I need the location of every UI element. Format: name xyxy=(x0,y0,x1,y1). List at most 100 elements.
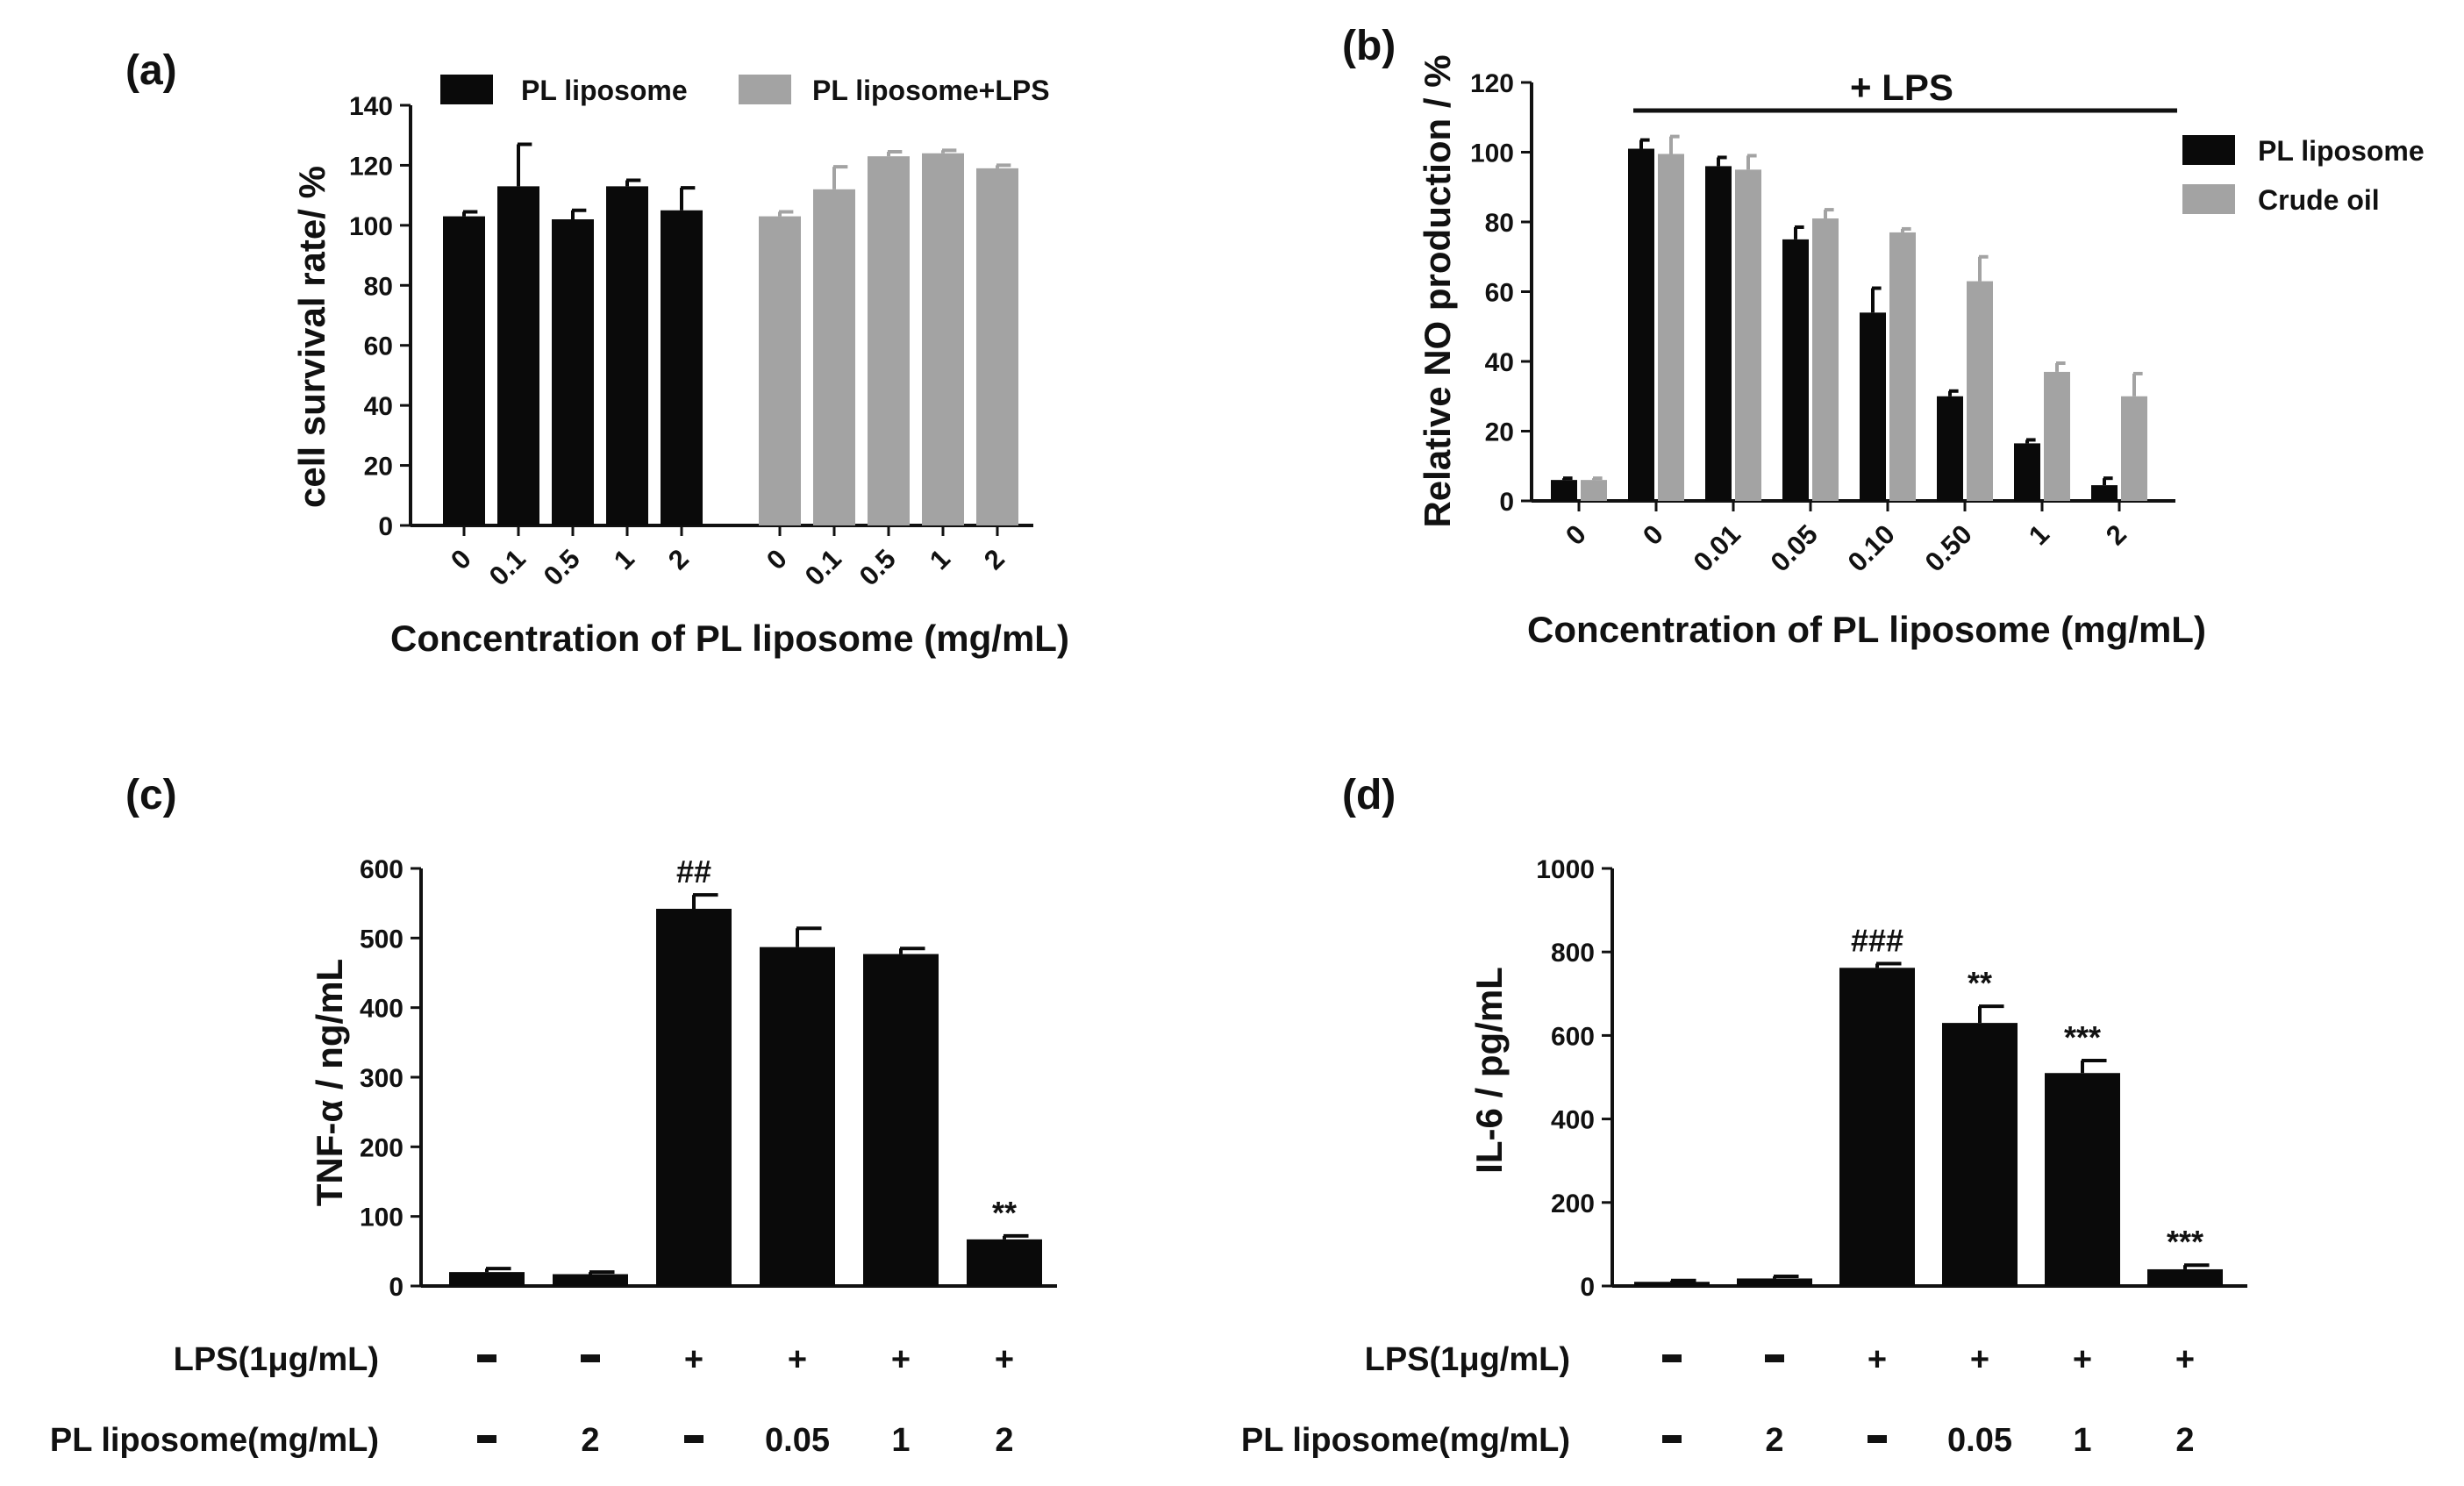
panel-b-bar xyxy=(1782,239,1809,501)
panel-d-significance-label: *** xyxy=(2064,1019,2101,1055)
legend-label-crude-oil: Crude oil xyxy=(2258,184,2380,216)
panel-d-tag: (d) xyxy=(1342,772,1396,818)
panel-b-bar xyxy=(1889,232,1916,501)
panel-d-bar xyxy=(1737,1278,1812,1286)
panel-d-table-cell: + xyxy=(1868,1341,1887,1378)
panel-d-y-tick-label: 800 xyxy=(1551,939,1595,968)
panel-c-y-tick-label: 400 xyxy=(360,995,404,1024)
panel-a-x-tick-label: 0.5 xyxy=(538,543,586,591)
panel-c-y-tick-label: 300 xyxy=(360,1064,404,1093)
panel-b-x-tick-label: 1 xyxy=(2023,518,2055,551)
panel-c-bar xyxy=(553,1274,628,1286)
panel-a-bar xyxy=(976,168,1018,525)
panel-b-bar xyxy=(1705,166,1732,501)
panel-b-x-tick-label: 0.05 xyxy=(1765,518,1824,577)
panel-b-bar xyxy=(1658,154,1684,502)
panel-a-y-tick-label: 0 xyxy=(378,512,393,541)
panel-a-ylabel: cell survival rate/ % xyxy=(291,166,332,508)
panel-b-y-tick-label: 60 xyxy=(1485,279,1514,308)
panel-d-y-tick-label: 200 xyxy=(1551,1190,1595,1218)
panel-c-table-minus xyxy=(581,1354,600,1362)
panel-a-tag: (a) xyxy=(125,47,177,94)
panel-b-bar xyxy=(1860,312,1886,501)
panel-d-table-minus xyxy=(1662,1354,1682,1362)
lps-annotation: + LPS xyxy=(1850,67,1953,108)
panel-a-y-tick-label: 20 xyxy=(364,453,393,482)
panel-d-significance-label: *** xyxy=(2167,1224,2203,1260)
panel-d-ylabel: IL-6 / pg/mL xyxy=(1468,967,1510,1174)
panel-b: (b) Relative NO production / % Concentra… xyxy=(1342,23,2425,650)
panel-c-significance-label: ## xyxy=(676,854,711,889)
panel-b-bar xyxy=(1628,148,1654,501)
panel-d-table-cell: 1 xyxy=(2073,1422,2091,1459)
panel-d-significance-label: ### xyxy=(1851,923,1903,959)
panel-b-y-tick-label: 80 xyxy=(1485,209,1514,238)
panel-a-x-tick-label: 0.1 xyxy=(483,543,532,591)
panel-b-bar xyxy=(2014,443,2040,501)
panel-a-x-tick-label: 0.1 xyxy=(799,543,847,591)
panel-c-table-cell: 2 xyxy=(995,1422,1013,1459)
panel-d-table-cell: 2 xyxy=(1765,1422,1783,1459)
panel-b-ylabel: Relative NO production / % xyxy=(1417,54,1458,527)
panel-d-table-minus xyxy=(1868,1435,1887,1443)
panel-b-y-tick-label: 40 xyxy=(1485,348,1514,377)
panel-a-bar xyxy=(759,216,801,526)
panel-b-bar xyxy=(2121,396,2147,501)
panel-b-bar xyxy=(1581,480,1607,501)
panel-a-xlabel: Concentration of PL liposome (mg/mL) xyxy=(390,618,1069,659)
panel-a: (a) cell survival rate/ % Concentration … xyxy=(125,47,1069,659)
panel-a-x-tick-label: 0 xyxy=(445,543,477,575)
panel-d-table-cell: + xyxy=(2175,1341,2195,1378)
legend-label-pl-liposome: PL liposome xyxy=(521,75,688,106)
panel-a-y-tick-label: 80 xyxy=(364,272,393,301)
legend-label-pl-liposome: PL liposome xyxy=(2258,135,2425,167)
panel-c-bar xyxy=(760,947,835,1286)
panel-b-y-tick-label: 0 xyxy=(1499,488,1514,517)
panel-c-table-row-label: PL liposome(mg/mL) xyxy=(50,1422,379,1459)
panel-d-y-tick-label: 400 xyxy=(1551,1106,1595,1135)
panel-b-bar xyxy=(1937,396,1963,501)
panel-c-table-cell: + xyxy=(788,1341,807,1378)
panel-c-table-minus xyxy=(477,1435,496,1443)
panel-b-bar xyxy=(1735,169,1761,501)
panel-a-x-tick-label: 1 xyxy=(924,543,956,575)
panel-d-table-row-label: PL liposome(mg/mL) xyxy=(1241,1422,1570,1459)
panel-c: (c) TNF-α / ng/mL 0 100 200 300 400 500 600 ## *… xyxy=(50,772,1057,1459)
panel-b-x-tick-label: 0.50 xyxy=(1919,518,1978,577)
panel-c-table-cell: + xyxy=(995,1341,1014,1378)
panel-d-significance-label: ** xyxy=(1968,965,1992,1001)
panel-d-table-cell: + xyxy=(1970,1341,1989,1378)
panel-b-bar xyxy=(1967,281,1993,501)
panel-a-x-tick-label: 2 xyxy=(978,543,1011,575)
panel-c-y-tick-label: 0 xyxy=(389,1273,404,1302)
panel-c-y-tick-label: 500 xyxy=(360,925,404,954)
panel-d-table-minus xyxy=(1765,1354,1784,1362)
panel-c-bar xyxy=(863,954,939,1286)
panel-a-bar xyxy=(552,219,594,525)
legend-swatch-pl-liposome xyxy=(440,75,493,104)
panel-c-tag: (c) xyxy=(125,772,177,818)
panel-d-bar xyxy=(1839,968,1915,1286)
panel-b-xlabel: Concentration of PL liposome (mg/mL) xyxy=(1527,609,2206,650)
panel-b-tag: (b) xyxy=(1342,23,1396,69)
panel-c-table-cell: 2 xyxy=(581,1422,599,1459)
panel-b-bar xyxy=(2091,485,2118,501)
panel-a-x-tick-label: 0.5 xyxy=(853,543,902,591)
panel-d-bar xyxy=(2045,1073,2120,1286)
panel-d-bar xyxy=(1634,1282,1710,1286)
panel-c-table-cell: 1 xyxy=(891,1422,910,1459)
panel-b-y-tick-label: 20 xyxy=(1485,418,1514,447)
panel-d-table-cell: 0.05 xyxy=(1947,1422,2012,1459)
panel-d-table-cell: + xyxy=(2073,1341,2092,1378)
panel-c-table-minus xyxy=(477,1354,496,1362)
panel-b-bar xyxy=(1812,218,1839,501)
panel-a-legend: PL liposome PL liposome+LPS xyxy=(440,75,1050,106)
panel-c-bar xyxy=(967,1239,1042,1286)
legend-swatch-crude-oil xyxy=(2182,184,2235,214)
panel-b-legend: PL liposome Crude oil xyxy=(2182,135,2425,216)
panel-d-y-tick-label: 0 xyxy=(1580,1273,1595,1302)
panel-b-bar xyxy=(1551,480,1577,501)
panel-a-y-tick-label: 120 xyxy=(349,152,393,181)
panel-a-bar xyxy=(813,189,855,526)
